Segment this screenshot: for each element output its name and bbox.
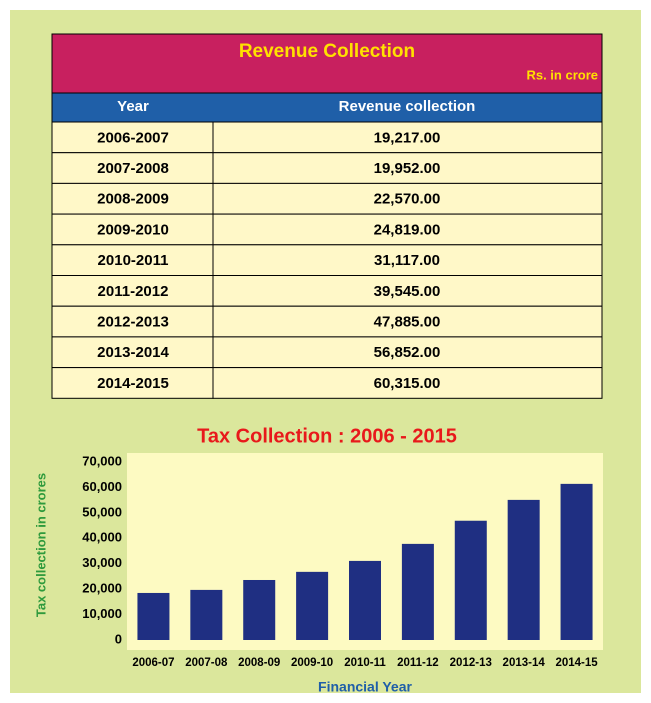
table-cell bbox=[51, 275, 214, 307]
x-tick-label: 2009-10 bbox=[291, 657, 333, 669]
y-tick-label: 20,000 bbox=[82, 581, 122, 596]
bar bbox=[507, 499, 540, 640]
table-title: Revenue Collection bbox=[239, 41, 415, 62]
bar bbox=[296, 571, 329, 640]
x-tick-label: 2012-13 bbox=[450, 657, 492, 669]
column-header: Revenue collection bbox=[339, 98, 476, 115]
table-cell bbox=[212, 182, 603, 215]
table-cell bbox=[51, 213, 214, 246]
year-cell: 2014-2015 bbox=[97, 375, 169, 392]
bar bbox=[349, 560, 381, 640]
revenue-cell: 19,952.00 bbox=[374, 160, 441, 177]
year-cell: 2010-2011 bbox=[98, 252, 169, 269]
x-tick-label: 2007-08 bbox=[185, 657, 228, 669]
table-unit: Rs. in crore bbox=[526, 67, 598, 82]
table-cell bbox=[212, 152, 603, 184]
bar bbox=[190, 589, 223, 640]
y-tick-label: 60,000 bbox=[82, 479, 122, 494]
column-header: Year bbox=[117, 98, 149, 115]
y-tick-label: 40,000 bbox=[82, 530, 122, 545]
year-cell: 2011-2012 bbox=[98, 283, 169, 300]
table-header-row bbox=[51, 92, 603, 123]
revenue-cell: 19,217.00 bbox=[374, 129, 441, 146]
table-cell bbox=[212, 244, 603, 277]
table-cell bbox=[51, 305, 214, 338]
y-tick-label: 30,000 bbox=[82, 555, 122, 570]
revenue-cell: 39,545.00 bbox=[374, 283, 441, 300]
table-cell bbox=[51, 182, 214, 215]
table-cell bbox=[212, 367, 603, 399]
revenue-cell: 60,315.00 bbox=[374, 375, 441, 392]
table-cell bbox=[212, 305, 603, 338]
x-tick-label: 2014-15 bbox=[555, 657, 598, 669]
y-tick-label: 10,000 bbox=[82, 606, 122, 621]
x-tick-label: 2010-11 bbox=[344, 657, 386, 669]
year-cell: 2006-2007 bbox=[97, 129, 169, 146]
bar bbox=[560, 483, 593, 640]
year-cell: 2012-2013 bbox=[97, 314, 169, 331]
chart-title: Tax Collection : 2006 - 2015 bbox=[197, 425, 457, 447]
y-tick-label: 70,000 bbox=[82, 453, 122, 468]
year-cell: 2009-2010 bbox=[97, 221, 169, 238]
table-cell bbox=[51, 367, 214, 399]
year-cell: 2013-2014 bbox=[97, 344, 169, 361]
year-cell: 2007-2008 bbox=[97, 160, 169, 177]
table-cell bbox=[51, 244, 214, 277]
x-tick-label: 2006-07 bbox=[132, 657, 174, 669]
revenue-cell: 31,117.00 bbox=[374, 252, 440, 269]
x-tick-label: 2011-12 bbox=[397, 657, 439, 669]
x-axis-title: Financial Year bbox=[318, 679, 412, 695]
revenue-cell: 47,885.00 bbox=[374, 314, 441, 331]
table-cell bbox=[212, 275, 603, 307]
y-tick-label: 0 bbox=[115, 631, 122, 646]
bar bbox=[401, 543, 434, 640]
bar bbox=[454, 520, 487, 640]
revenue-cell: 22,570.00 bbox=[374, 191, 441, 208]
y-tick-label: 50,000 bbox=[82, 504, 122, 519]
table-cell bbox=[212, 336, 603, 369]
year-cell: 2008-2009 bbox=[97, 191, 169, 208]
revenue-cell: 56,852.00 bbox=[374, 344, 441, 361]
y-axis-title: Tax collection in crores bbox=[33, 473, 48, 617]
x-tick-label: 2008-09 bbox=[238, 657, 280, 669]
revenue-cell: 24,819.00 bbox=[374, 221, 441, 238]
bar bbox=[243, 579, 276, 640]
bar bbox=[137, 592, 170, 640]
table-cell bbox=[51, 336, 214, 369]
x-tick-label: 2013-14 bbox=[503, 657, 546, 669]
